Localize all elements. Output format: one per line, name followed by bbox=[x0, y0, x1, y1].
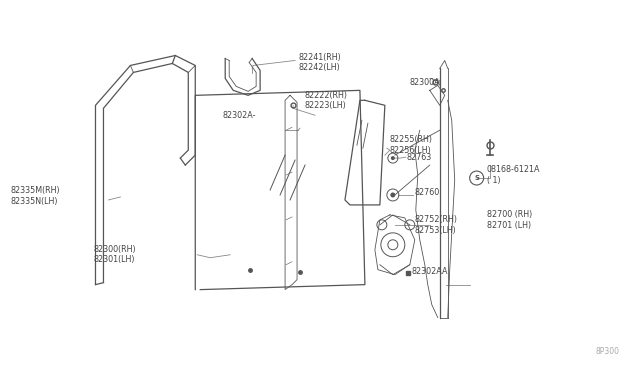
Text: 82335M(RH)
82335N(LH): 82335M(RH) 82335N(LH) bbox=[11, 186, 60, 206]
Text: S: S bbox=[474, 175, 479, 181]
Circle shape bbox=[391, 156, 395, 160]
Text: 8P300: 8P300 bbox=[595, 347, 620, 356]
Text: 82763: 82763 bbox=[407, 153, 432, 161]
Text: 08168-6121A
( 1): 08168-6121A ( 1) bbox=[486, 165, 540, 185]
Text: 82300(RH)
82301(LH): 82300(RH) 82301(LH) bbox=[93, 245, 136, 264]
Text: 82222(RH)
82223(LH): 82222(RH) 82223(LH) bbox=[304, 91, 347, 110]
Text: 82300A: 82300A bbox=[410, 78, 440, 87]
Text: 82302AA: 82302AA bbox=[412, 267, 448, 276]
Text: 82760: 82760 bbox=[415, 189, 440, 198]
Text: 82241(RH)
82242(LH): 82241(RH) 82242(LH) bbox=[298, 53, 340, 72]
Text: 82752(RH)
82753(LH): 82752(RH) 82753(LH) bbox=[415, 215, 458, 235]
Text: 82255(RH)
82256(LH): 82255(RH) 82256(LH) bbox=[390, 135, 433, 155]
Text: 82302A-: 82302A- bbox=[222, 111, 256, 120]
Text: 82700 (RH)
82701 (LH): 82700 (RH) 82701 (LH) bbox=[486, 210, 532, 230]
Circle shape bbox=[390, 192, 396, 198]
